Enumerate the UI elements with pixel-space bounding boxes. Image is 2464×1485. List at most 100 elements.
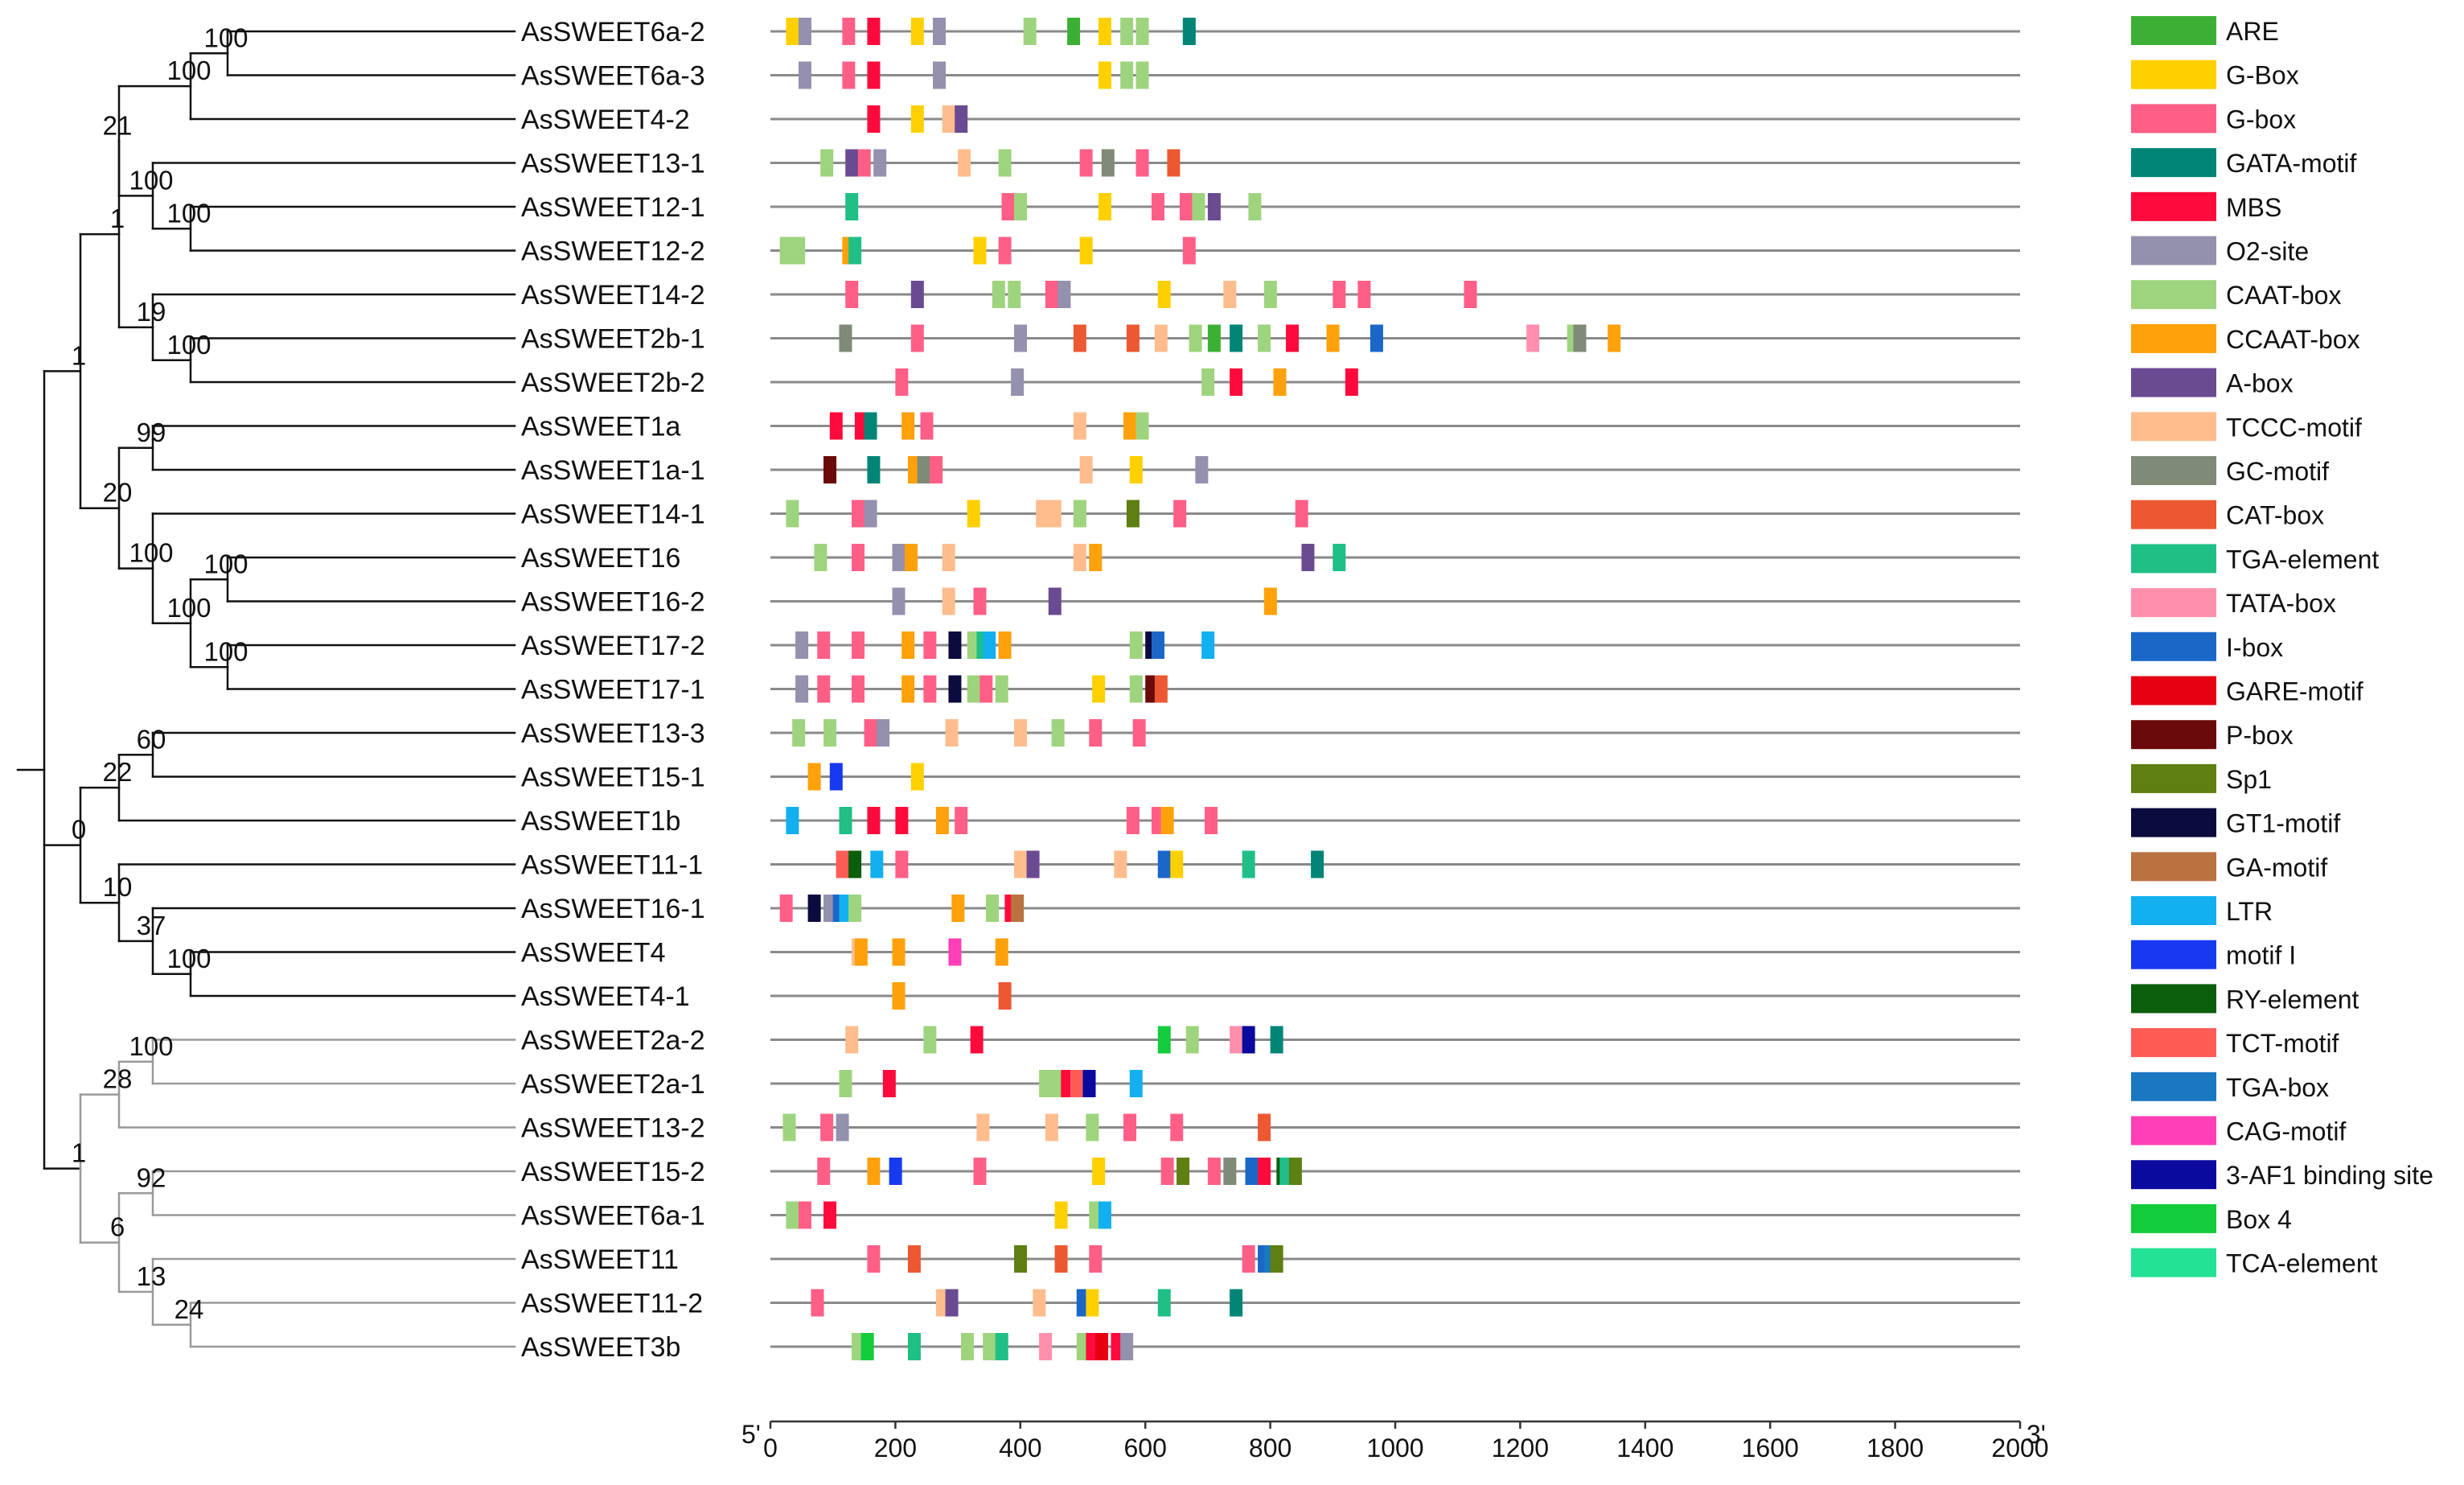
element-ccaat-mark [1160, 807, 1174, 834]
legend-label: CAG-motif [2226, 1117, 2346, 1146]
legend-label: Sp1 [2226, 765, 2272, 794]
element-cat-mark [1126, 324, 1140, 352]
gene-label: AsSWEET15-2 [521, 1157, 705, 1187]
legend-item: LTR [2131, 896, 2273, 926]
element-tgae-mark [845, 193, 859, 220]
axis-tick-label: 1600 [1742, 1434, 1799, 1462]
promoter-track [770, 237, 2020, 265]
element-g-box-mark [864, 719, 877, 747]
element-ccaat-mark [1326, 324, 1340, 352]
bootstrap-value: 28 [103, 1064, 133, 1094]
legend-label: GA-motif [2226, 853, 2327, 882]
gene-label: AsSWEET1a [521, 412, 680, 442]
gene-label: AsSWEET4 [521, 938, 665, 969]
legend-label: GC-motif [2226, 457, 2329, 486]
promoter-track [770, 719, 2020, 747]
bootstrap-value: 100 [166, 944, 211, 973]
element-tgae-mark [848, 237, 862, 265]
promoter-track [770, 368, 2020, 396]
element-caat-mark [1129, 675, 1143, 703]
gene-label: AsSWEET12-1 [521, 192, 705, 223]
element-o2-mark [798, 61, 811, 89]
element-g-box-mark [1207, 1158, 1221, 1185]
element-mbs-mark [1258, 1158, 1271, 1185]
element-ltr-mark [983, 631, 996, 659]
gene-label: AsSWEET2a-1 [521, 1069, 705, 1100]
element-gata-mark [1230, 1289, 1243, 1317]
bootstrap-value: 24 [175, 1294, 204, 1324]
legend-label: GARE-motif [2226, 677, 2363, 706]
element-g-box-mark [1079, 237, 1093, 265]
element-g-box-mark [1157, 281, 1171, 308]
element-caat-mark [1185, 1026, 1199, 1054]
bootstrap-value: 100 [203, 636, 248, 666]
bootstrap-value: 100 [166, 198, 211, 228]
legend-item: MBS [2131, 191, 2281, 222]
element-o2-mark [933, 18, 947, 45]
element-ccaat-mark [854, 938, 868, 966]
legend-item: O2-site [2131, 236, 2309, 266]
element-g-box-mark [1089, 719, 1103, 747]
element-g-box-mark [786, 18, 799, 45]
legend-label: CAT-box [2226, 501, 2324, 530]
element-g-box-mark [1160, 1158, 1174, 1185]
element-o2-mark [873, 149, 887, 177]
gene-label: AsSWEET6a-1 [521, 1201, 705, 1232]
gene-label: AsSWEET13-1 [521, 149, 705, 179]
element-caat-mark [1135, 18, 1149, 45]
element-g-box-mark [973, 1158, 987, 1185]
element-tct-mark [1070, 1070, 1083, 1097]
element-tata-mark [1526, 324, 1540, 352]
promoter-track [770, 807, 2020, 834]
legend-swatch [2131, 544, 2216, 574]
axis-tick-label: 600 [1124, 1434, 1167, 1462]
element-caat-mark [779, 237, 793, 265]
legend-label: CAAT-box [2226, 281, 2341, 310]
element-cat-mark [1154, 675, 1168, 703]
gene-label: AsSWEET4-1 [521, 981, 690, 1012]
bootstrap-value: 100 [203, 23, 248, 52]
legend-swatch [2131, 16, 2216, 45]
element-g-box-mark [1170, 1113, 1184, 1142]
element-tgae-mark [1242, 850, 1255, 878]
legend-swatch [2131, 984, 2216, 1014]
element-cat-mark [1258, 1113, 1271, 1142]
element-g-box-mark [820, 1113, 834, 1142]
legend-label: TGA-element [2226, 545, 2379, 574]
legend-label: TGA-box [2226, 1073, 2329, 1102]
element-g-box-mark [1170, 850, 1184, 878]
legend-label: GT1-motif [2226, 809, 2340, 838]
element-caat-mark [983, 1333, 996, 1360]
legend-swatch [2131, 1203, 2216, 1233]
legend-label: TATA-box [2226, 589, 2336, 618]
element-ltr-mark [870, 850, 884, 878]
legend-item: G-box [2131, 104, 2296, 134]
legend-label: GATA-motif [2226, 149, 2356, 178]
element-tgae-mark [907, 1333, 921, 1360]
element-ccaat-mark [1273, 368, 1287, 396]
legend-item: CCAAT-box [2131, 323, 2360, 354]
element-o2-mark [795, 675, 809, 703]
element-ccaat-mark [1123, 412, 1137, 440]
element-tccc-mark [958, 149, 971, 177]
element-caat-mark [923, 1026, 937, 1054]
element-caat-mark [1039, 1070, 1053, 1097]
element-tccc-mark [942, 544, 955, 571]
element-mbs-mark [829, 412, 843, 440]
element-tccc-mark [1048, 500, 1062, 528]
legend-swatch [2131, 60, 2216, 89]
gene-label: AsSWEET14-2 [521, 280, 705, 311]
axis-tick-label: 800 [1249, 1434, 1292, 1462]
element-ccaat-mark [995, 938, 1008, 966]
legend-item: GC-motif [2131, 456, 2329, 486]
element-g-box-mark [1098, 18, 1111, 45]
element-mbs-mark [867, 807, 881, 834]
gene-label: AsSWEET17-1 [521, 675, 705, 705]
element-caat-mark [1248, 193, 1262, 220]
element-abox-mark [955, 105, 968, 133]
element-caat-mark [1189, 324, 1202, 352]
element-g-box-mark [1132, 719, 1146, 747]
element-g-box-mark [852, 544, 865, 571]
element-caat-mark [1192, 193, 1205, 220]
